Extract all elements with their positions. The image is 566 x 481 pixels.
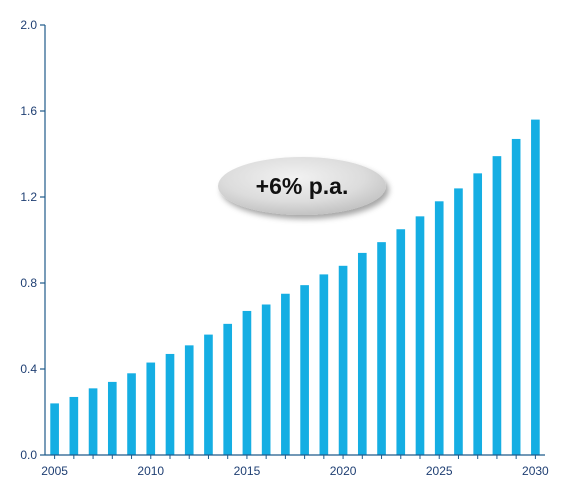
y-tick-label: 0.0 xyxy=(20,448,37,462)
bar-2030 xyxy=(531,120,540,455)
bar-2015 xyxy=(243,311,252,455)
bar-2025 xyxy=(435,201,444,455)
bar-2008 xyxy=(108,382,117,455)
x-tick-label: 2015 xyxy=(234,464,261,478)
bar-2017 xyxy=(281,294,290,455)
bar-2018 xyxy=(300,285,309,455)
bar-2013 xyxy=(204,335,213,455)
y-tick-label: 1.6 xyxy=(20,104,37,118)
bar-2006 xyxy=(70,397,79,455)
y-tick-label: 0.4 xyxy=(20,362,37,376)
annotation-label: +6% p.a. xyxy=(256,173,349,199)
growth-annotation: +6% p.a. xyxy=(218,157,386,215)
axes-group xyxy=(45,25,545,455)
bar-2012 xyxy=(185,345,194,455)
x-tick-label: 2030 xyxy=(522,464,549,478)
bar-2016 xyxy=(262,305,271,456)
y-tick-label: 1.2 xyxy=(20,190,37,204)
bar-2009 xyxy=(127,373,136,455)
bar-2005 xyxy=(50,403,59,455)
x-tick-label: 2005 xyxy=(41,464,68,478)
bar-2028 xyxy=(493,156,502,455)
bar-2024 xyxy=(416,216,425,455)
y-ticks-group: 0.0 0.4 0.8 1.2 1.6 2.0 xyxy=(20,18,45,462)
bar-2007 xyxy=(89,388,98,455)
bar-2027 xyxy=(473,173,482,455)
x-tick-label: 2020 xyxy=(330,464,357,478)
bar-2026 xyxy=(454,188,463,455)
bar-2020 xyxy=(339,266,348,455)
x-tick-label: 2025 xyxy=(426,464,453,478)
bar-2010 xyxy=(146,363,155,455)
bar-2023 xyxy=(396,229,405,455)
y-tick-label: 0.8 xyxy=(20,276,37,290)
y-tick-label: 2.0 xyxy=(20,18,37,32)
bar-2021 xyxy=(358,253,367,455)
bar-2022 xyxy=(377,242,386,455)
bar-2011 xyxy=(166,354,175,455)
bar-2029 xyxy=(512,139,521,455)
x-ticks-group: 2005 2010 2015 2020 2025 2030 xyxy=(41,455,549,478)
bar-2019 xyxy=(320,274,329,455)
bar-2014 xyxy=(223,324,232,455)
x-tick-label: 2010 xyxy=(137,464,164,478)
